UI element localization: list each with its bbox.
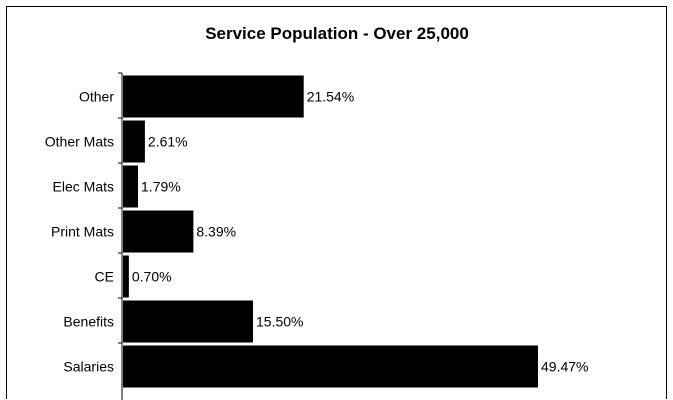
chart-frame: Service Population - Over 25,000 Other 21… xyxy=(6,6,667,400)
value-label: 15.50% xyxy=(256,314,303,330)
category-label: Print Mats xyxy=(51,224,114,240)
bar-elec-mats xyxy=(123,165,139,208)
bar-other-mats xyxy=(123,120,145,163)
value-label: 49.47% xyxy=(541,359,588,375)
bar-other xyxy=(123,75,304,118)
bar-benefits xyxy=(123,300,254,343)
category-label: Other Mats xyxy=(45,134,114,150)
category-label: Benefits xyxy=(63,314,114,330)
value-label: 8.39% xyxy=(196,224,236,240)
bar-chart: Service Population - Over 25,000 Other 21… xyxy=(45,24,588,400)
category-label: Elec Mats xyxy=(53,179,114,195)
category-label: Other xyxy=(79,89,114,105)
value-label: 2.61% xyxy=(148,134,188,150)
value-label: 1.79% xyxy=(141,179,181,195)
category-label: CE xyxy=(95,269,114,285)
bar-ce xyxy=(123,255,129,298)
bars-group: Other 21.54% Other Mats 2.61% Elec Mats 1.79%… xyxy=(45,72,588,388)
value-label: 0.70% xyxy=(132,269,172,285)
bar-salaries xyxy=(123,345,538,388)
bar-print-mats xyxy=(123,210,194,253)
chart-title: Service Population - Over 25,000 xyxy=(205,24,469,43)
category-label: Salaries xyxy=(63,359,114,375)
value-label: 21.54% xyxy=(307,89,354,105)
